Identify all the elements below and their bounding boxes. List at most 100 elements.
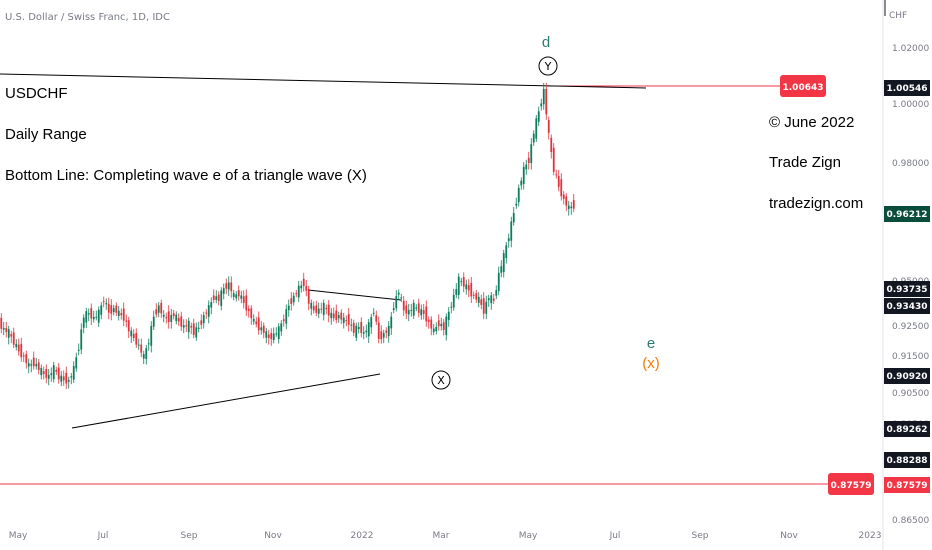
- candle-body: [400, 297, 403, 299]
- candle-body: [395, 296, 398, 309]
- candle-body: [77, 349, 80, 351]
- candle-body: [322, 302, 325, 315]
- candle-body: [280, 323, 283, 332]
- candle-body: [530, 144, 533, 164]
- candle-body: [45, 368, 48, 378]
- time-tick: Sep: [181, 531, 198, 541]
- price-labels: 1.00546 0.96212 0.93735 0.93430 0.90920 0.892…: [884, 80, 930, 493]
- candle-body: [325, 307, 328, 309]
- candle-body: [197, 327, 200, 329]
- candle-body: [482, 298, 485, 314]
- candle-body: [385, 330, 388, 333]
- candle-body: [557, 175, 560, 187]
- candle-body: [572, 200, 575, 209]
- candle-body: [110, 305, 113, 314]
- candle-body: [182, 325, 185, 328]
- candle-body: [130, 330, 133, 337]
- candle-body: [5, 328, 8, 332]
- time-tick: May: [9, 531, 28, 541]
- support-line-label-bg: [828, 473, 874, 495]
- note-bottom-line: Bottom Line: Completing wave e of a tria…: [5, 167, 367, 184]
- candle-body: [550, 137, 553, 152]
- candle-body: [125, 320, 128, 322]
- candle-body: [250, 308, 253, 319]
- candle-body: [375, 315, 378, 322]
- candle-body: [567, 205, 570, 209]
- candle-body: [370, 317, 373, 328]
- candle-body: [562, 194, 565, 199]
- price-label: 0.90920: [887, 372, 928, 382]
- candle-body: [200, 320, 203, 325]
- candle-body: [462, 277, 465, 287]
- candle-body: [135, 333, 138, 345]
- candle-body: [82, 317, 85, 328]
- candle-body: [360, 321, 363, 333]
- candle-body: [80, 329, 83, 350]
- candle-body: [465, 284, 468, 290]
- candle-body: [500, 266, 503, 273]
- candle-body: [137, 344, 140, 346]
- candle-body: [342, 317, 345, 323]
- candle-body: [300, 285, 303, 289]
- candle-body: [140, 344, 143, 353]
- candle-body: [327, 304, 330, 316]
- candle-body: [102, 301, 105, 303]
- candle-body: [362, 332, 365, 334]
- candle-body: [352, 322, 355, 333]
- support-line-label: 0.87579: [831, 481, 872, 491]
- time-tick: Sep: [692, 531, 709, 541]
- candle-body: [337, 315, 340, 319]
- candle-body: [2, 328, 5, 330]
- candle-body: [437, 320, 440, 327]
- candle-body: [47, 375, 50, 379]
- candles: [0, 82, 575, 390]
- candle-body: [390, 316, 393, 329]
- candle-body: [367, 322, 370, 337]
- price-tick: 1.02000: [892, 44, 929, 54]
- candle-body: [532, 133, 535, 143]
- candle-body: [55, 370, 58, 372]
- candle-body: [255, 321, 258, 325]
- candle-body: [387, 325, 390, 337]
- time-tick: Jul: [609, 531, 621, 541]
- time-tick: Nov: [264, 531, 282, 541]
- candle-body: [15, 343, 18, 348]
- candle-body: [0, 317, 3, 329]
- candle-body: [415, 307, 418, 309]
- candle-body: [427, 319, 430, 322]
- price-tick: 1.00000: [892, 100, 929, 110]
- candle-body: [467, 285, 470, 291]
- candle-body: [275, 333, 278, 335]
- candle-body: [60, 375, 63, 382]
- candle-body: [147, 343, 150, 345]
- candle-body: [62, 376, 65, 381]
- note-range: Daily Range: [5, 126, 87, 143]
- price-label-bg: [884, 80, 930, 96]
- candle-body: [357, 326, 360, 330]
- candle-body: [492, 298, 495, 301]
- candle-body: [185, 325, 188, 327]
- candle-body: [190, 325, 193, 328]
- price-label-bg: [884, 206, 930, 222]
- wave-x-circle: [431, 370, 451, 390]
- symbol-title: U.S. Dollar / Swiss Franc, 1D, IDC: [5, 12, 170, 23]
- candle-body: [452, 294, 455, 308]
- candle-body: [505, 245, 508, 259]
- candle-body: [470, 283, 473, 297]
- candle-body: [212, 295, 215, 300]
- candle-body: [332, 313, 335, 319]
- candle-body: [520, 180, 523, 186]
- candle-body: [285, 309, 288, 324]
- candle-body: [457, 276, 460, 295]
- candle-body: [167, 311, 170, 322]
- candle-body: [175, 314, 178, 322]
- candle-body: [150, 325, 153, 346]
- candle-body: [297, 285, 300, 298]
- candle-body: [472, 294, 475, 296]
- candle-body: [222, 288, 225, 294]
- candle-body: [120, 313, 123, 316]
- candle-body: [162, 314, 165, 317]
- price-label: 0.93735: [887, 285, 928, 295]
